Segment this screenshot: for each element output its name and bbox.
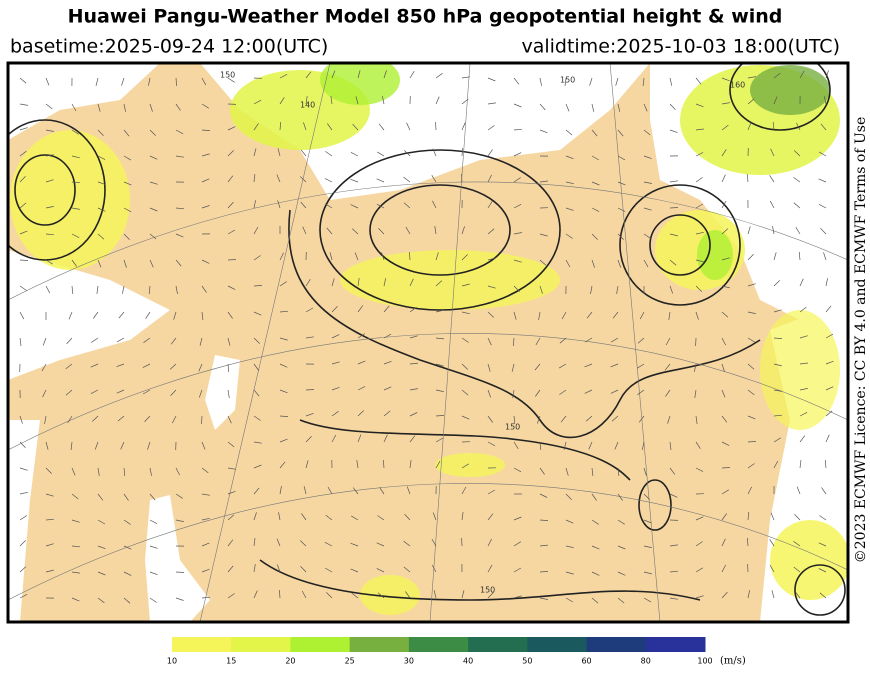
colorbar-segment bbox=[527, 637, 587, 652]
wind-area bbox=[697, 230, 733, 280]
wind-arrow bbox=[228, 260, 236, 261]
map: 150 140 150 150 160 150 bbox=[0, 50, 850, 622]
colorbar-segment bbox=[290, 637, 350, 652]
colorbar-unit: (m/s) bbox=[720, 656, 746, 667]
colorbar-segment bbox=[409, 637, 469, 652]
colorbar-segment bbox=[231, 637, 291, 652]
colorbar-tick-label: 10 bbox=[167, 657, 177, 666]
wind-arrow bbox=[670, 208, 678, 209]
colorbar-tick-label: 100 bbox=[697, 657, 712, 666]
contour-label: 150 bbox=[220, 71, 235, 80]
wind-area bbox=[10, 130, 130, 270]
colorbar-segment bbox=[587, 637, 647, 652]
colorbar-segment bbox=[350, 637, 410, 652]
wind-arrow bbox=[436, 122, 437, 130]
colorbar-segment bbox=[468, 637, 528, 652]
contour-label: 150 bbox=[505, 423, 520, 432]
wind-area bbox=[340, 250, 560, 310]
wind-area bbox=[770, 520, 850, 600]
wind-arrow bbox=[202, 416, 203, 424]
wind-arrow bbox=[306, 390, 314, 391]
licence: ©2023 ECMWF Licence: CC BY 4.0 and ECMWF… bbox=[853, 117, 869, 564]
title: Huawei Pangu-Weather Model 850 hPa geopo… bbox=[68, 6, 783, 28]
wind-arrow bbox=[20, 260, 28, 261]
wind-area bbox=[435, 453, 505, 477]
basetime: basetime:2025-09-24 12:00(UTC) bbox=[10, 36, 328, 58]
contour-label: 140 bbox=[300, 101, 315, 110]
colorbar-tick-label: 50 bbox=[522, 657, 532, 666]
colorbar: 10 15 20 25 30 40 50 60 80 100 bbox=[167, 637, 713, 666]
contour-label: 160 bbox=[730, 81, 745, 90]
colorbar-tick-label: 20 bbox=[285, 657, 295, 666]
contour-label: 150 bbox=[480, 586, 495, 595]
colorbar-tick-label: 25 bbox=[345, 657, 355, 666]
colorbar-segment bbox=[646, 637, 706, 652]
wind-arrow bbox=[462, 174, 463, 182]
validtime: validtime:2025-10-03 18:00(UTC) bbox=[521, 36, 840, 58]
contour-label: 150 bbox=[560, 76, 575, 85]
colorbar-tick-label: 80 bbox=[641, 657, 651, 666]
colorbar-tick-label: 30 bbox=[404, 657, 414, 666]
colorbar-tick-label: 40 bbox=[463, 657, 473, 666]
wind-area bbox=[750, 65, 830, 115]
colorbar-segment bbox=[172, 637, 232, 652]
colorbar-tick-label: 60 bbox=[581, 657, 591, 666]
wind-arrow bbox=[176, 572, 184, 573]
colorbar-tick-label: 15 bbox=[226, 657, 236, 666]
wind-area bbox=[760, 310, 840, 430]
wind-arrow bbox=[722, 468, 730, 469]
